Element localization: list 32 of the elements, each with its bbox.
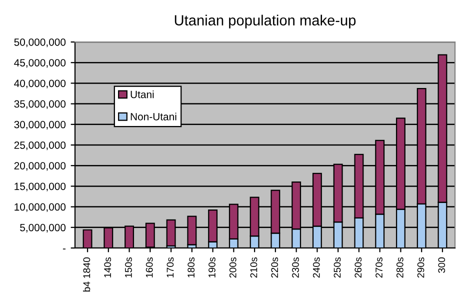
y-tick-label: -: [62, 248, 66, 250]
x-tick-label: 230s: [292, 257, 299, 278]
y-tick-label: 25,000,000: [14, 142, 66, 150]
y-tick-label: 30,000,000: [14, 120, 66, 130]
y-tick-label: 40,000,000: [14, 80, 66, 88]
y-tick-label: 15,000,000: [14, 182, 66, 192]
x-tick-label: 270s: [376, 257, 382, 278]
x-tick-label: 260s: [354, 257, 362, 278]
x-tick-label: 290s: [417, 257, 424, 278]
chart-title: Utanian population make-up: [174, 14, 356, 28]
x-tick-label: 180s: [188, 257, 195, 278]
y-tick-label: 35,000,000: [14, 100, 66, 109]
x-tick-label: 170s: [166, 257, 174, 278]
x-tick-label: 250s: [334, 257, 341, 278]
x-tick-label: 220s: [271, 257, 278, 278]
x-tick-label: 190s: [208, 257, 216, 278]
x-tick-label: 240s: [312, 257, 320, 278]
x-tick-label: 150s: [125, 257, 132, 278]
legend-label: Non-Utani: [130, 112, 176, 120]
x-tick-label: 280s: [396, 257, 404, 278]
x-tick-label: 200s: [229, 257, 236, 278]
x-tick-label: 300: [438, 257, 446, 273]
y-tick-label: 20,000,000: [14, 162, 66, 171]
legend-label: Utani: [130, 90, 154, 98]
x-tick-label: 140s: [104, 257, 112, 278]
y-tick-label: 10,000,000: [14, 203, 66, 212]
x-tick-label: 160s: [146, 257, 153, 278]
y-tick-label: 50,000,000: [14, 38, 66, 48]
y-tick-label: 45,000,000: [14, 59, 66, 68]
x-tick-label: b4 1840: [82, 257, 90, 292]
y-tick-label: 5,000,000: [20, 224, 66, 233]
x-tick-label: 210s: [250, 257, 258, 278]
